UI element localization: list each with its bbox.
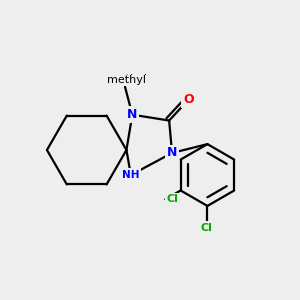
Text: N: N — [167, 146, 177, 159]
Text: methyl: methyl — [108, 74, 147, 84]
Text: Cl: Cl — [167, 194, 178, 204]
Text: methyl: methyl — [107, 75, 146, 85]
Text: Cl: Cl — [200, 223, 212, 233]
Text: NH: NH — [122, 170, 140, 180]
Text: O: O — [183, 93, 194, 106]
Text: N: N — [127, 108, 137, 121]
